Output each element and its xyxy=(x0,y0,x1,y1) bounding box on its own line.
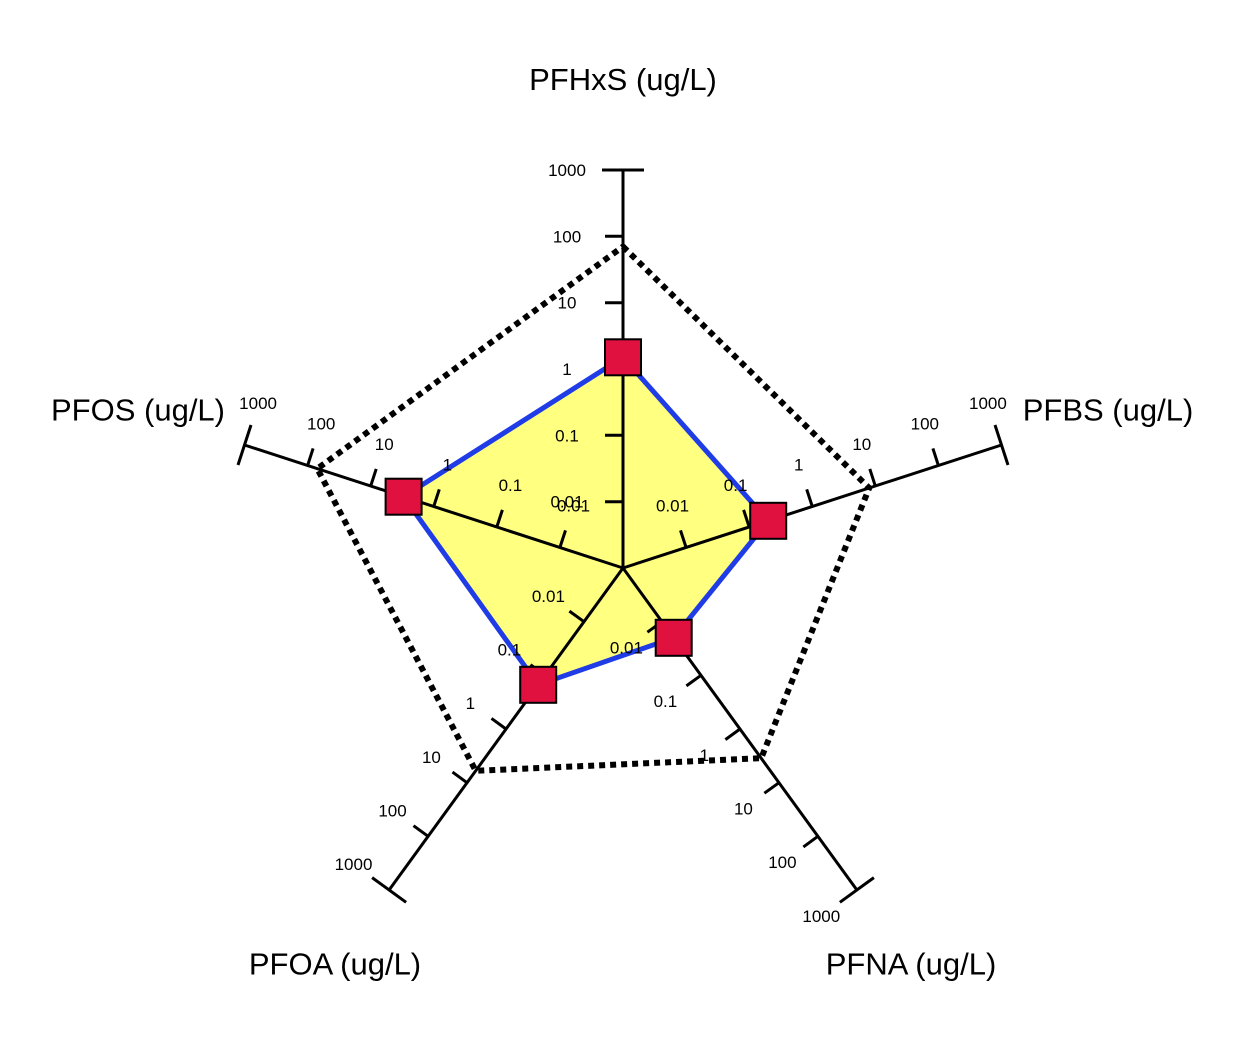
data-marker xyxy=(749,501,788,540)
tick-label: 1 xyxy=(562,360,571,379)
axis-title-pfos: PFOS (ug/L) xyxy=(51,392,225,427)
axis-tick-pfoa xyxy=(412,824,429,838)
tick-label: 100 xyxy=(553,227,581,246)
tick-label: 100 xyxy=(378,802,406,821)
tick-label: 1 xyxy=(443,456,452,475)
axes-layer xyxy=(236,168,1010,904)
tick-label: 1000 xyxy=(335,855,373,874)
axis-tick-pfos xyxy=(495,509,504,528)
axis-tick-pfbs xyxy=(742,509,751,528)
axis-tick-pfbs xyxy=(868,468,877,487)
tick-label: 0.1 xyxy=(724,476,748,495)
tick-label: 10 xyxy=(375,435,394,454)
tick-label: 1 xyxy=(794,456,803,475)
data-marker xyxy=(604,338,642,377)
reference-series-dotted-polygon xyxy=(313,242,873,774)
tick-label: 0.1 xyxy=(498,641,522,660)
axis-tick-pfbs xyxy=(805,488,814,507)
data-marker xyxy=(384,477,423,516)
axis-title-pfbs: PFBS (ug/L) xyxy=(1023,392,1194,427)
tick-label: 100 xyxy=(911,415,939,434)
axis-cap-pfna xyxy=(839,876,875,904)
axis-cap-pfbs xyxy=(993,424,1010,466)
axis-tick-pfoa xyxy=(568,609,585,623)
tick-label: 0.1 xyxy=(555,426,579,445)
tick-label: 10 xyxy=(422,748,441,767)
tick-label: 1000 xyxy=(239,394,277,413)
axis-title-pfna: PFNA (ug/L) xyxy=(826,946,997,981)
axis-cap-pfos xyxy=(236,424,253,466)
tick-label: 0.01 xyxy=(656,497,689,516)
tick-label: 100 xyxy=(768,853,796,872)
axis-tick-pfos xyxy=(432,488,441,507)
series-layer xyxy=(313,242,873,774)
axis-tick-pfbs xyxy=(679,529,688,548)
axis-tick-pfos xyxy=(558,529,567,548)
axis-tick-pfna xyxy=(685,674,702,688)
axis-tick-pfbs xyxy=(931,447,940,466)
data-marker xyxy=(654,618,693,657)
tick-label: 0.01 xyxy=(557,497,590,516)
axis-title-pfoa: PFOA (ug/L) xyxy=(249,946,421,981)
measured-series-polygon xyxy=(400,354,772,688)
tick-label: 100 xyxy=(307,415,335,434)
tick-label: 1 xyxy=(466,694,475,713)
tick-label: 0.01 xyxy=(610,639,643,658)
data-marker xyxy=(519,665,558,704)
axis-title-pfhxs: PFHxS (ug/L) xyxy=(529,62,717,97)
tick-label: 1000 xyxy=(969,394,1007,413)
axis-cap-pfoa xyxy=(371,876,407,904)
tick-label: 0.1 xyxy=(499,476,523,495)
axis-tick-pfna xyxy=(802,835,819,849)
axis-tick-pfna xyxy=(724,727,741,741)
tick-label: 0.01 xyxy=(532,587,565,606)
tick-label: 0.01 xyxy=(550,493,583,512)
tick-label: 1000 xyxy=(802,907,840,926)
tick-label: 1000 xyxy=(548,161,586,180)
tick-label: 10 xyxy=(852,435,871,454)
axis-tick-pfna xyxy=(763,781,780,795)
axis-tick-pfos xyxy=(369,468,378,487)
tick-label: 1 xyxy=(700,746,709,765)
tick-label: 0.1 xyxy=(654,692,678,711)
tick-label: 10 xyxy=(734,800,753,819)
axis-tick-pfoa xyxy=(451,770,468,784)
markers-layer xyxy=(384,338,788,704)
labels-layer: 0.010.111010010000.010.111010010000.010.… xyxy=(51,62,1193,981)
axis-tick-pfos xyxy=(306,447,315,466)
tick-label: 10 xyxy=(558,294,577,313)
axis-tick-pfoa xyxy=(490,717,507,731)
